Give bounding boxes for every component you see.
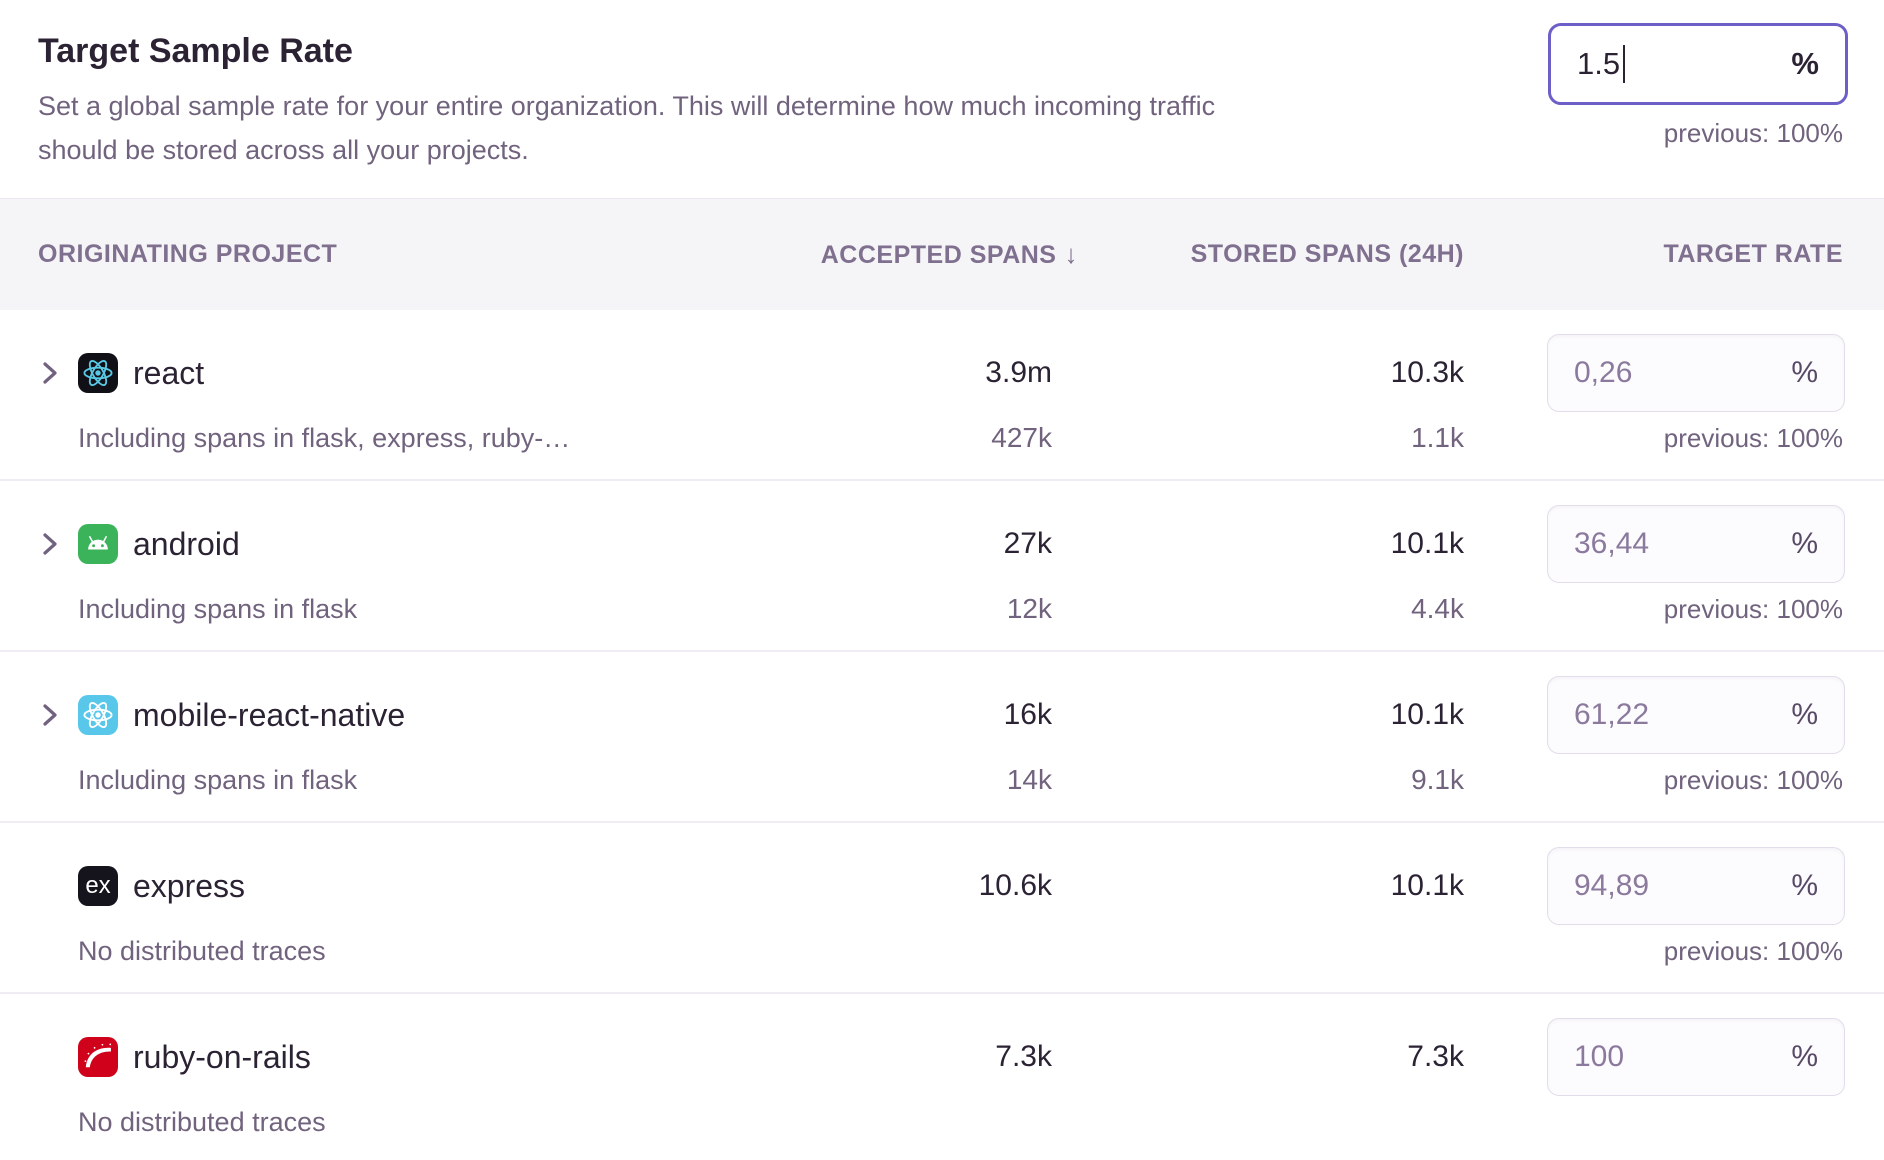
- percent-suffix: %: [1791, 527, 1818, 560]
- text-cursor: [1623, 45, 1626, 83]
- page-header: Target Sample Rate Set a global sample r…: [0, 0, 1884, 198]
- sub-stored-spans-value: 4.4k: [1411, 593, 1464, 624]
- target-rate-value: 100: [1574, 1040, 1625, 1073]
- project-name: mobile-react-native: [133, 696, 406, 733]
- accepted-spans-value: 16k: [1003, 698, 1052, 731]
- stored-spans-value: 10.1k: [1390, 527, 1464, 560]
- project-platform-icon-react: ex: [78, 353, 118, 393]
- table-row: ex react 3.9m 10.3k 0,26 %: [0, 310, 1884, 481]
- table-row: ex ruby-on-rails 7.3k 7.3k 100: [0, 994, 1884, 1160]
- project-platform-icon-react-native: ex: [78, 695, 118, 735]
- stored-spans-value: 10.1k: [1390, 869, 1464, 902]
- target-rate-value: 94,89: [1574, 869, 1650, 902]
- distributed-traces-note: No distributed traces: [78, 1106, 326, 1137]
- expand-chevron-icon[interactable]: [38, 531, 62, 557]
- project-name: ruby-on-rails: [133, 1038, 311, 1075]
- project-name: react: [133, 354, 205, 391]
- percent-suffix: %: [1791, 698, 1818, 731]
- sub-accepted-spans-value: 14k: [1006, 764, 1052, 795]
- column-header-originating-project: ORIGINATING PROJECT: [38, 240, 338, 268]
- table-row: ex android 27k 10.1k 36,44 %: [0, 481, 1884, 652]
- previous-rate-label: previous: 100%: [1663, 593, 1843, 624]
- target-rate-value: 36,44: [1574, 527, 1650, 560]
- column-header-target-rate: TARGET RATE: [1663, 240, 1843, 268]
- distributed-traces-note: Including spans in flask, express, ruby-…: [78, 422, 571, 453]
- page-description-line1: Set a global sample rate for your entire…: [38, 91, 1216, 121]
- stored-spans-value: 7.3k: [1407, 1040, 1464, 1073]
- distributed-traces-note: Including spans in flask: [78, 764, 358, 795]
- expand-chevron-icon[interactable]: [38, 702, 62, 728]
- project-name: android: [133, 525, 240, 562]
- percent-suffix: %: [1791, 356, 1818, 389]
- table-row: ex express 10.6k 10.1k 94,89: [0, 823, 1884, 994]
- percent-suffix: %: [1791, 46, 1819, 81]
- target-rate-input[interactable]: 94,89 %: [1547, 847, 1845, 925]
- stored-spans-value: 10.1k: [1390, 698, 1464, 731]
- sort-descending-icon: ↓: [1064, 239, 1078, 269]
- distributed-traces-note: No distributed traces: [78, 935, 326, 966]
- sub-accepted-spans-value: 427k: [991, 422, 1052, 453]
- target-rate-input[interactable]: 0,26 %: [1547, 334, 1845, 412]
- accepted-spans-value: 7.3k: [995, 1040, 1052, 1073]
- percent-suffix: %: [1791, 1040, 1818, 1073]
- sub-stored-spans-value: 9.1k: [1411, 764, 1464, 795]
- stored-spans-value: 10.3k: [1390, 356, 1464, 389]
- global-sample-rate-input[interactable]: 1.5 %: [1548, 23, 1848, 105]
- page-title: Target Sample Rate: [38, 32, 353, 70]
- target-rate-input[interactable]: 100 %: [1547, 1018, 1845, 1096]
- previous-rate-label: previous: 100%: [1663, 935, 1843, 966]
- page-description: Set a global sample rate for your entire…: [38, 84, 1845, 172]
- global-previous-rate: previous: 100%: [1663, 118, 1843, 148]
- table-row: ex mobile-react-native 16k 10.1k 61,22: [0, 652, 1884, 823]
- accepted-spans-value: 3.9m: [985, 356, 1052, 389]
- accepted-spans-value: 27k: [1003, 527, 1052, 560]
- project-platform-icon-express: ex: [78, 866, 118, 906]
- global-sample-rate-value: 1.5: [1577, 46, 1621, 81]
- project-platform-icon-android: ex: [78, 524, 118, 564]
- target-rate-input[interactable]: 36,44 %: [1547, 505, 1845, 583]
- sub-stored-spans-value: 1.1k: [1411, 422, 1464, 453]
- table-header: ORIGINATING PROJECT ACCEPTED SPANS ↓ STOR…: [0, 198, 1884, 310]
- project-name: express: [133, 867, 246, 904]
- accepted-spans-value: 10.6k: [978, 869, 1052, 902]
- column-header-accepted-spans[interactable]: ACCEPTED SPANS ↓: [820, 239, 1078, 269]
- previous-rate-label: previous: 100%: [1663, 764, 1843, 795]
- target-rate-value: 0,26: [1574, 356, 1633, 389]
- target-rate-input[interactable]: 61,22 %: [1547, 676, 1845, 754]
- distributed-traces-note: Including spans in flask: [78, 593, 358, 624]
- column-header-stored-spans: STORED SPANS (24H): [1190, 240, 1464, 268]
- sub-accepted-spans-value: 12k: [1006, 593, 1052, 624]
- project-platform-icon-rails: ex: [78, 1037, 118, 1077]
- percent-suffix: %: [1791, 869, 1818, 902]
- target-rate-value: 61,22: [1574, 698, 1650, 731]
- expand-chevron-icon[interactable]: [38, 360, 62, 386]
- previous-rate-label: previous: 100%: [1663, 422, 1843, 453]
- page-description-line2: should be stored across all your project…: [38, 135, 529, 165]
- table-body: ex react 3.9m 10.3k 0,26 %: [0, 310, 1884, 1160]
